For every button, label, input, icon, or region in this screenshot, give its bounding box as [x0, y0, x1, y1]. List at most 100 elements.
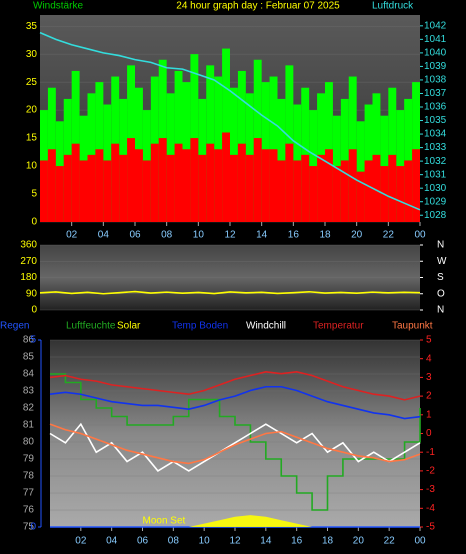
bar [142, 160, 151, 222]
bar [206, 143, 215, 222]
bar [396, 166, 405, 222]
y-tick-label: 35 [26, 21, 38, 32]
bar [63, 154, 72, 222]
y2-tick-label: N [437, 240, 444, 251]
x-tick-label: 02 [66, 230, 78, 241]
bar [325, 149, 333, 222]
y-tick-label: 10 [26, 161, 38, 172]
x-tick-label: 22 [383, 230, 395, 241]
y2-tick-label: 2 [426, 391, 432, 402]
line [39, 290, 421, 295]
bar [245, 154, 254, 222]
y2-tick-label: 1036 [424, 102, 447, 113]
bar [277, 160, 286, 222]
bar [293, 160, 302, 222]
bar [111, 143, 120, 222]
line [50, 373, 421, 511]
y-tick-label: 5 [31, 189, 37, 200]
y2-tick-label: 1031 [424, 169, 447, 180]
legend-label: Windchill [246, 321, 286, 332]
y2-tick-label: 1038 [424, 75, 447, 86]
x-tick-label: 22 [384, 536, 396, 547]
bar [388, 154, 397, 222]
y3-tick-label: 0 [30, 522, 36, 533]
bar [364, 160, 373, 222]
y2-tick-label: 1039 [424, 61, 447, 72]
legend-label: Temperatur [313, 321, 364, 332]
y2-tick-label: 1033 [424, 142, 447, 153]
y2-tick-label: -4 [426, 503, 435, 514]
y-tick-label: 77 [23, 488, 35, 499]
line [39, 31, 421, 211]
y-tick-label: 76 [23, 505, 35, 516]
bar [150, 143, 159, 222]
y2-tick-label: 0 [426, 428, 432, 439]
bar [174, 143, 183, 222]
y2-tick-label: 3 [426, 372, 432, 383]
x-tick-label: 10 [199, 536, 211, 547]
x-tick-label: 04 [106, 536, 118, 547]
y-tick-label: 81 [23, 420, 35, 431]
y-tick-label: 180 [20, 272, 37, 283]
bar [79, 160, 88, 222]
bar [55, 166, 64, 222]
bar [71, 143, 80, 222]
y-tick-label: 79 [23, 454, 35, 465]
bar [412, 149, 420, 222]
bar [182, 149, 191, 222]
y-tick-label: 82 [23, 403, 35, 414]
y2-axis-label: Luftdruck [372, 1, 414, 12]
y2-tick-label: 5 [426, 335, 432, 346]
bar [269, 149, 278, 222]
y2-tick-label: 1 [426, 409, 432, 420]
y-tick-label: 0 [31, 305, 37, 316]
bar [166, 154, 175, 222]
y2-tick-label: 1032 [424, 156, 447, 167]
bar [261, 149, 270, 222]
bar [237, 143, 246, 222]
x-tick-label: 12 [224, 230, 236, 241]
legend-label: Taupunkt [392, 321, 433, 332]
bar [348, 149, 357, 222]
y-tick-label: 30 [26, 49, 38, 60]
x-tick-label: 06 [129, 230, 141, 241]
y-tick-label: 86 [23, 335, 35, 346]
x-tick-label: 02 [75, 536, 87, 547]
line [49, 423, 421, 465]
y2-tick-label: -3 [426, 484, 435, 495]
bar [103, 160, 112, 222]
x-tick-label: 00 [414, 536, 426, 547]
y-tick-label: 25 [26, 77, 38, 88]
bar [222, 132, 230, 222]
bar [340, 160, 349, 222]
y-tick-label: 83 [23, 386, 35, 397]
x-tick-label: 14 [260, 536, 272, 547]
y2-tick-label: 1040 [424, 48, 447, 59]
y2-tick-label: 1041 [424, 34, 447, 45]
legend-label: Solar [117, 321, 141, 332]
y2-tick-label: O [437, 288, 445, 299]
y-tick-label: 0 [31, 217, 37, 228]
x-tick-label: 18 [322, 536, 334, 547]
y-tick-label: 270 [20, 256, 37, 267]
x-tick-label: 14 [256, 230, 268, 241]
x-tick-label: 06 [137, 536, 149, 547]
bar [119, 154, 128, 222]
bar [158, 138, 167, 222]
bar [285, 143, 294, 222]
legend-label: Regen [0, 321, 29, 332]
bar [127, 138, 135, 222]
bar [404, 160, 413, 222]
y-tick-label: 78 [23, 471, 35, 482]
y-tick-label: 20 [26, 105, 38, 116]
x-tick-label: 10 [193, 230, 205, 241]
x-tick-label: 18 [319, 230, 331, 241]
y2-tick-label: 1035 [424, 115, 447, 126]
y2-tick-label: 1030 [424, 183, 447, 194]
y2-tick-label: 1028 [424, 210, 447, 221]
plot-area [50, 340, 420, 527]
bar [317, 154, 325, 222]
y-tick-label: 85 [23, 352, 35, 363]
y2-tick-label: -2 [426, 466, 435, 477]
